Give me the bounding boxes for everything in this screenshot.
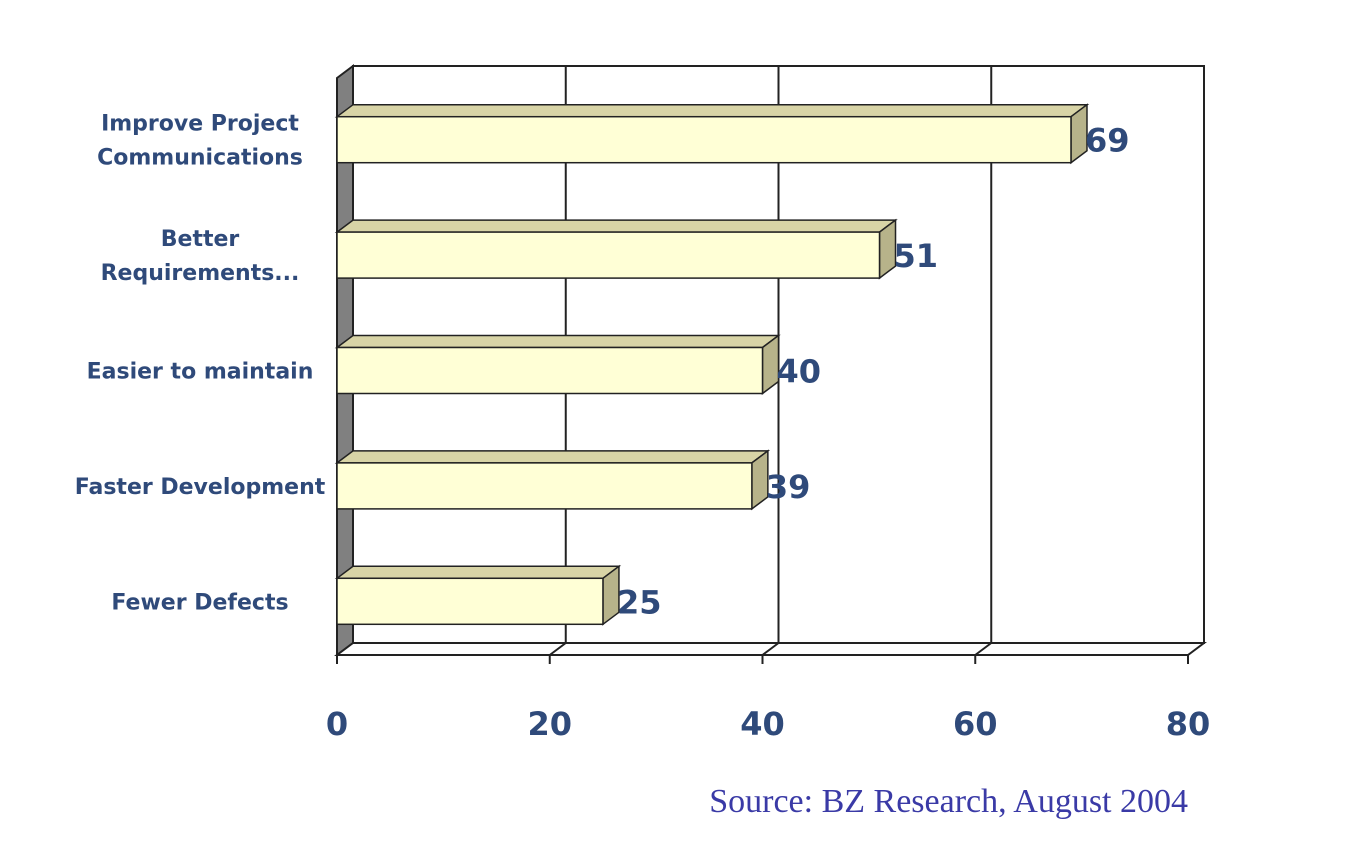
x-tick-label: 20 [527,705,572,743]
gridline-floor [549,642,567,656]
category-label: Faster Development [75,475,326,500]
gridline-floor [974,642,992,656]
category-label-line: Better [161,227,240,252]
bar [334,103,1090,165]
data-label: 39 [766,468,811,506]
bar-top-face [334,219,898,233]
bar-top-face [334,103,1090,118]
bar [334,218,898,280]
data-label: 69 [1085,122,1130,160]
data-label: 25 [617,583,662,621]
x-axis [336,654,1189,664]
gridline-floor [761,642,780,656]
bar-front-face [336,462,753,510]
data-label: 40 [777,353,822,391]
bar [334,334,781,395]
category-label-line: Fewer Defects [111,590,288,615]
x-tick-label: 40 [740,705,785,743]
x-tick-label: 0 [326,705,348,743]
category-label: Better Requirements... [101,227,300,286]
category-label: Easier to maintain [87,360,314,385]
value-labels: 69 51 40 39 25 [617,122,1130,622]
category-label-line: Easier to maintain [87,360,314,385]
data-label: 51 [894,237,939,275]
bar [334,564,622,626]
bar-top-face [334,450,771,464]
category-label-line: Communications [97,146,303,171]
category-label-line: Requirements... [101,261,300,286]
bar-front-face [336,231,881,279]
bar-front-face [336,577,604,626]
bars [334,103,1090,626]
bar-top-face [334,334,781,349]
category-labels: Improve Project Communications Better Requi… [75,112,326,616]
source-note: Source: BZ Research, August 2004 [709,783,1188,820]
x-tick-labels: 0 20 40 60 80 [326,705,1210,743]
bar-front-face [336,346,764,395]
bar-top-face [334,565,622,580]
category-label-line: Improve Project [101,112,299,137]
category-label: Fewer Defects [111,590,288,615]
bar-front-face [336,115,1072,164]
category-label-line: Faster Development [75,475,326,500]
bar [334,449,771,511]
x-tick-label: 80 [1166,705,1211,743]
x-tick-label: 60 [953,705,998,743]
category-label: Improve Project Communications [97,112,303,171]
